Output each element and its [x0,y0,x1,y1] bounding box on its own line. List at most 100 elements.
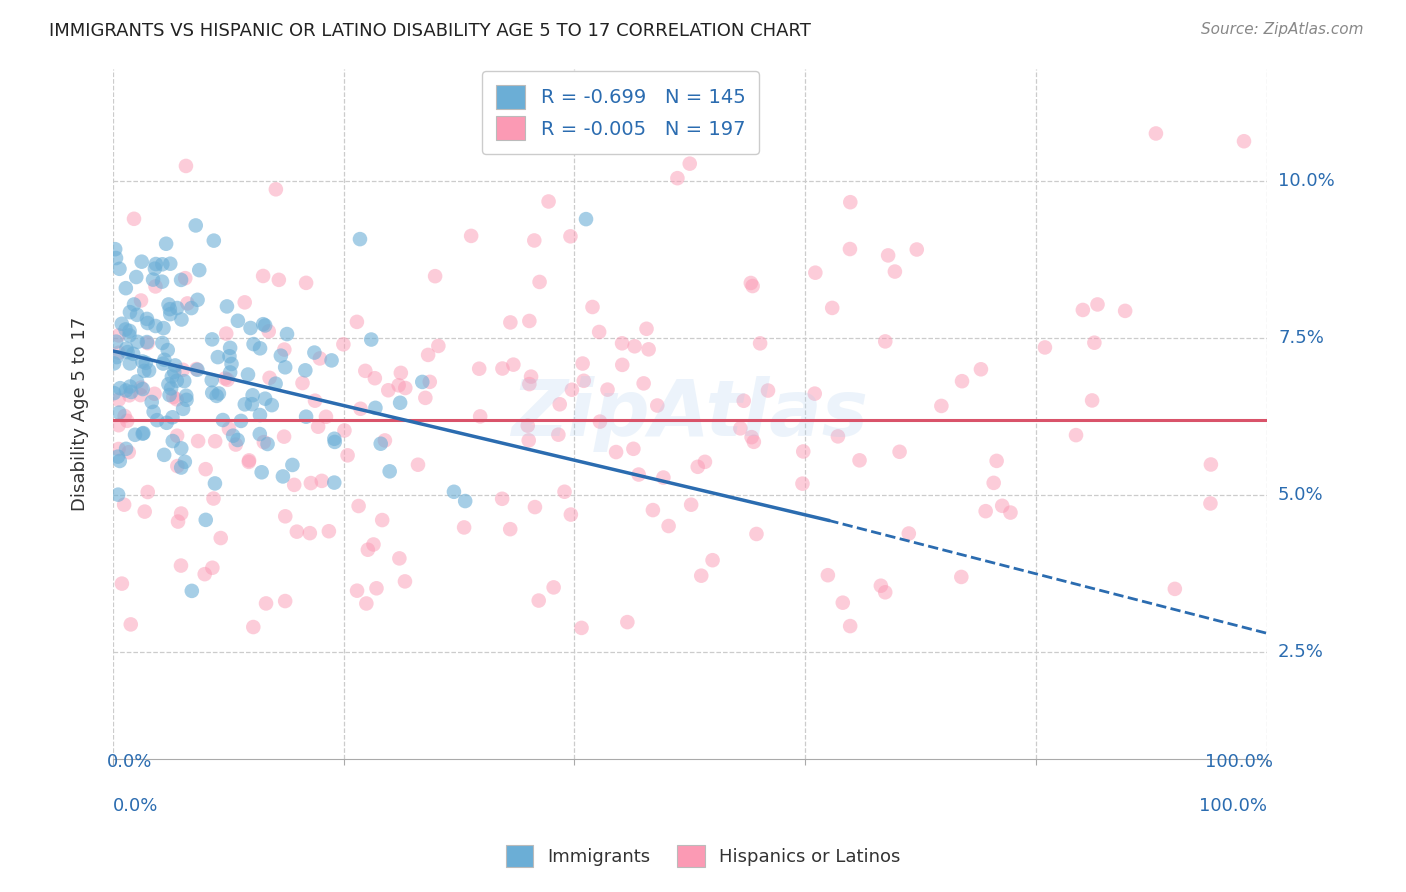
Point [298,526,321,541]
Point [950,570,973,584]
Point [517,377,540,392]
Point [423,269,446,284]
Point [983,475,1005,490]
Point [115,384,138,398]
Point [641,503,664,517]
Point [207,350,229,364]
Point [1064,428,1087,442]
Point [238,455,260,469]
Point [107,328,129,343]
Point [264,376,287,391]
Point [167,515,190,529]
Point [281,458,304,472]
Point [415,391,437,405]
Point [187,293,209,307]
Point [257,324,280,338]
Point [150,275,173,289]
Point [166,458,188,473]
Point [817,568,839,582]
Point [127,334,149,349]
Point [260,398,283,412]
Point [741,279,763,293]
Point [115,342,138,356]
Point [249,427,271,442]
Point [125,308,148,322]
Point [157,297,180,311]
Point [374,434,396,448]
Point [204,476,226,491]
Point [749,336,772,351]
Point [666,171,689,186]
Point [974,504,997,518]
Point [145,279,167,293]
Point [394,574,416,589]
Point [323,434,346,449]
Point [103,356,125,370]
Point [153,448,176,462]
Point [252,317,274,331]
Point [740,276,762,290]
Point [517,314,540,328]
Point [756,384,779,398]
Point [356,597,378,611]
Text: IMMIGRANTS VS HISPANIC OR LATINO DISABILITY AGE 5 TO 17 CORRELATION CHART: IMMIGRANTS VS HISPANIC OR LATINO DISABIL… [49,22,811,40]
Point [271,469,294,483]
Point [612,358,634,372]
Point [142,272,165,286]
Point [129,293,152,308]
Point [184,219,207,233]
Point [160,381,183,395]
Point [388,378,411,392]
Point [153,352,176,367]
Legend: Immigrants, Hispanics or Latinos: Immigrants, Hispanics or Latinos [499,838,907,874]
Text: 7.5%: 7.5% [1278,329,1324,347]
Point [357,542,380,557]
Point [242,388,264,402]
Point [174,159,197,173]
Point [107,418,129,433]
Point [259,371,281,385]
Point [309,351,332,366]
Point [460,228,482,243]
Point [1233,134,1256,148]
Point [1199,458,1222,472]
Point [529,275,551,289]
Point [406,458,429,472]
Point [174,271,197,285]
Point [186,362,208,376]
Point [107,392,129,407]
Point [652,470,675,484]
Point [176,392,198,407]
Point [118,305,141,319]
Point [186,363,208,377]
Point [107,345,129,359]
Point [103,386,125,401]
Point [166,374,188,388]
Point [136,316,159,330]
Point [346,315,368,329]
Point [225,437,247,451]
Point [170,558,193,573]
Point [105,350,128,364]
Point [839,619,862,633]
Point [274,509,297,524]
Point [145,257,167,271]
Point [627,467,650,482]
Point [174,389,197,403]
Text: 100.0%: 100.0% [1205,753,1272,772]
Point [170,460,193,475]
Point [156,416,179,430]
Point [233,397,256,411]
Point [581,300,603,314]
Point [354,364,377,378]
Point [730,421,752,435]
Point [209,531,232,545]
Point [285,524,308,539]
Point [1071,302,1094,317]
Point [321,353,343,368]
Point [986,454,1008,468]
Point [283,478,305,492]
Point [1144,127,1167,141]
Point [589,415,612,429]
Point [1083,335,1105,350]
